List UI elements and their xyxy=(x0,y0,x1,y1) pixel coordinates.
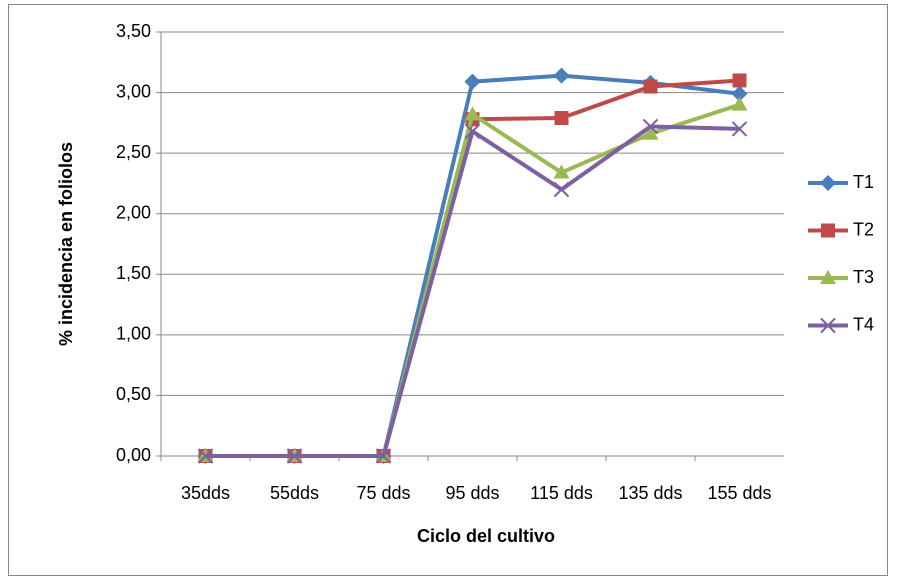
x-tick-label: 135 dds xyxy=(618,483,682,503)
marker xyxy=(375,448,392,464)
x-tick-label: 55dds xyxy=(270,483,319,503)
y-tick-label: 3,00 xyxy=(116,81,151,101)
marker xyxy=(553,164,570,179)
x-tick-label: 115 dds xyxy=(530,483,593,503)
y-tick-label: 2,00 xyxy=(116,202,151,222)
marker xyxy=(732,73,747,88)
marker xyxy=(286,448,303,464)
y-tick-label: 1,50 xyxy=(116,263,151,283)
y-tick-label: 0,00 xyxy=(116,445,151,465)
marker xyxy=(642,118,659,135)
legend-label: T4 xyxy=(853,314,874,334)
marker xyxy=(643,79,658,94)
marker xyxy=(820,270,836,284)
y-tick-label: 3,50 xyxy=(116,21,151,41)
legend-label: T3 xyxy=(853,267,874,287)
marker xyxy=(197,448,214,464)
y-tick-label: 1,00 xyxy=(116,324,151,344)
x-tick-label: 35dds xyxy=(181,483,230,503)
marker xyxy=(821,223,835,238)
x-axis-title: Ciclo del cultivo xyxy=(417,526,555,546)
legend-label: T2 xyxy=(853,219,874,239)
marker xyxy=(731,85,748,102)
x-tick-label: 75 dds xyxy=(356,483,410,503)
marker xyxy=(731,121,748,137)
marker xyxy=(820,175,836,191)
y-tick-label: 2,50 xyxy=(116,142,151,162)
marker xyxy=(553,181,570,198)
y-tick-label: 0,50 xyxy=(116,384,151,404)
x-tick-label: 155 dds xyxy=(707,483,771,503)
marker xyxy=(731,96,748,111)
marker xyxy=(553,67,570,84)
marker xyxy=(642,125,659,140)
marker xyxy=(820,317,836,334)
marker xyxy=(464,106,481,121)
marker xyxy=(554,111,569,126)
marker xyxy=(464,73,481,90)
x-tick-label: 95 dds xyxy=(445,483,499,503)
y-axis-title: % incidencia en foliolos xyxy=(56,142,76,346)
marker xyxy=(464,123,481,140)
legend-label: T1 xyxy=(853,172,874,192)
